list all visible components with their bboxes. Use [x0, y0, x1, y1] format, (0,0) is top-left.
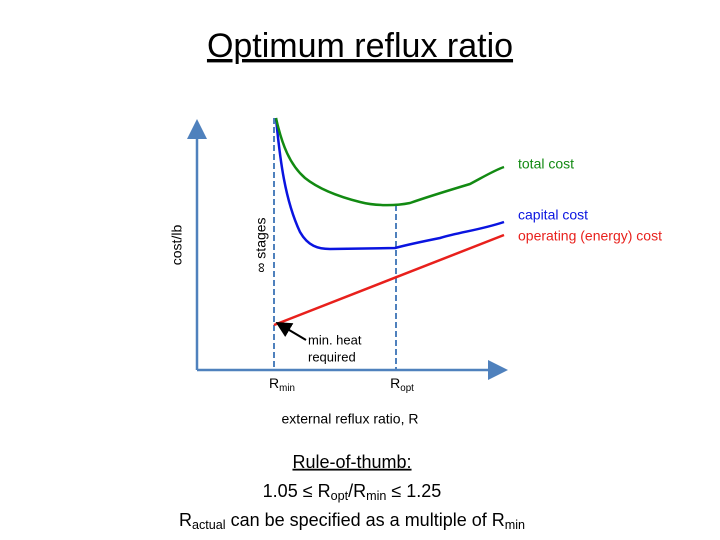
total-label: total cost	[518, 156, 574, 172]
capital-curve	[274, 117, 505, 251]
text: R	[179, 510, 192, 530]
rule-line2: Ractual can be specified as a multiple o…	[179, 510, 525, 533]
total-curve	[274, 117, 505, 207]
title: Optimum reflux ratio	[207, 27, 513, 65]
sub: min	[366, 489, 386, 503]
annotation-line: required	[308, 349, 356, 364]
annotation-arrow	[275, 321, 307, 341]
sub: min	[505, 518, 525, 532]
stages-label: ∞ stages	[253, 217, 269, 272]
rule-heading: Rule-of-thumb:	[292, 452, 411, 472]
rule-line1: 1.05 ≤ Ropt/Rmin ≤ 1.25	[263, 481, 442, 504]
ropt-label: Ropt	[390, 375, 414, 394]
label-sub: min	[279, 383, 295, 394]
text: 1.05 ≤ R	[263, 481, 331, 501]
sub: actual	[192, 518, 226, 532]
label-sub: opt	[400, 383, 414, 394]
text: can be specified as a multiple of R	[226, 510, 505, 530]
label-base: R	[390, 375, 400, 391]
y-axis-label: cost/lb	[169, 225, 185, 266]
annotation-line: min. heat	[308, 332, 362, 347]
operating-label: operating (energy) cost	[518, 228, 662, 244]
capital-label: capital cost	[518, 207, 588, 223]
text: ≤ 1.25	[386, 481, 441, 501]
rmin-label: Rmin	[269, 375, 295, 394]
text: /R	[348, 481, 366, 501]
label-base: R	[269, 375, 279, 391]
operating-curve	[273, 233, 505, 327]
sub: opt	[331, 489, 349, 503]
x-axis-label: external reflux ratio, R	[282, 411, 419, 427]
